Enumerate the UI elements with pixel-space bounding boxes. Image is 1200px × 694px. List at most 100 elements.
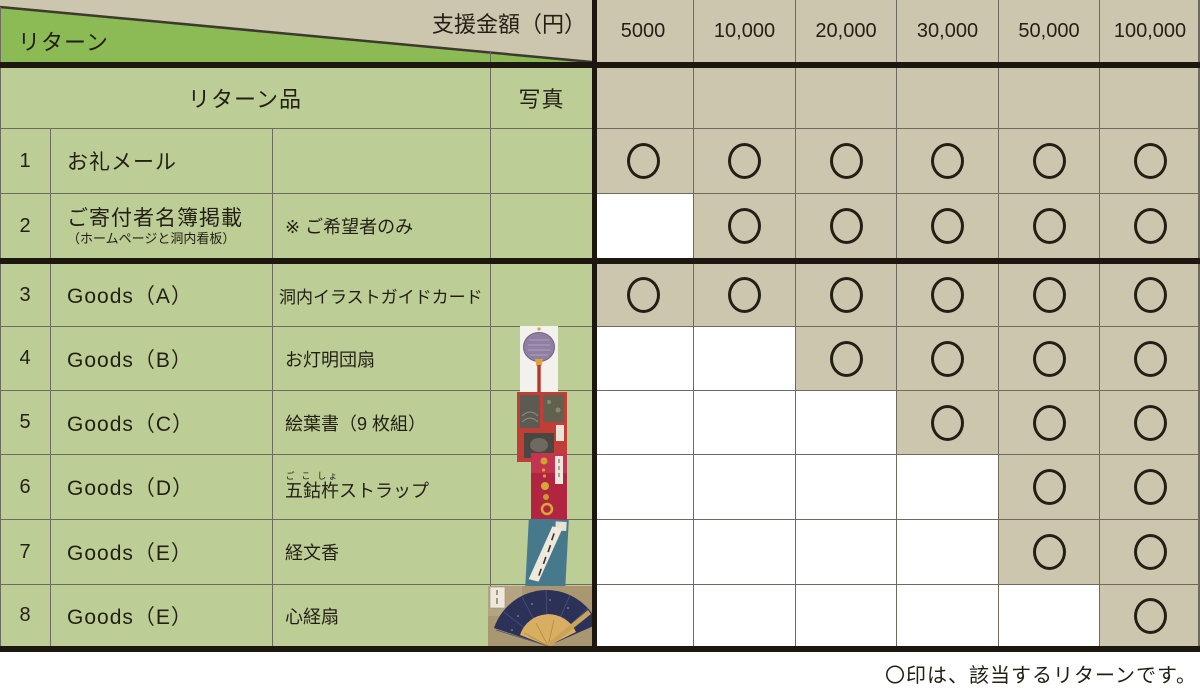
circle-mark-icon bbox=[728, 143, 761, 179]
circle-mark-icon bbox=[626, 277, 660, 313]
support-mark-cell bbox=[592, 194, 693, 258]
support-mark-cell bbox=[693, 264, 795, 326]
row-left-background bbox=[0, 455, 592, 519]
thick-rule-vertical bbox=[592, 0, 597, 652]
amount-header-spacer bbox=[896, 68, 998, 128]
support-mark-cell bbox=[896, 391, 998, 454]
item-name: Goods（A） bbox=[50, 264, 272, 326]
thick-rule-header bbox=[0, 62, 1200, 68]
support-mark-cell bbox=[693, 391, 795, 454]
support-mark-cell bbox=[795, 129, 896, 193]
support-mark-cell bbox=[795, 585, 896, 646]
item-name: ご寄付者名簿掲載 （ホームページと洞内看板） bbox=[50, 194, 272, 258]
row-left-background bbox=[0, 520, 592, 584]
circle-mark-icon bbox=[931, 277, 964, 313]
row-left-background bbox=[0, 194, 592, 258]
circle-mark-icon bbox=[1032, 534, 1066, 570]
table-left-edge bbox=[0, 7, 1, 646]
photo-cell bbox=[490, 326, 592, 401]
item-name-lines: ご寄付者名簿掲載 （ホームページと洞内看板） bbox=[67, 206, 243, 247]
amount-column-header: 20,000 bbox=[795, 0, 896, 62]
support-mark-cell bbox=[896, 455, 998, 519]
support-mark-cell bbox=[592, 391, 693, 454]
row-number: 6 bbox=[19, 475, 31, 498]
circle-mark-icon bbox=[931, 208, 964, 244]
support-mark-cell bbox=[1099, 194, 1200, 258]
item-description: 洞内イラストガイドカード bbox=[272, 264, 490, 326]
support-mark-cell bbox=[998, 455, 1099, 519]
circle-mark-icon bbox=[1032, 208, 1066, 244]
circle-mark-icon bbox=[728, 277, 761, 313]
support-mark-cell bbox=[693, 520, 795, 584]
circle-mark-icon bbox=[1133, 534, 1167, 570]
photo-cell bbox=[490, 264, 592, 326]
returns-axis-label: リターン bbox=[18, 30, 109, 55]
amount-column-header: 30,000 bbox=[896, 0, 998, 62]
row-left-background bbox=[0, 264, 592, 326]
row-left-background bbox=[0, 129, 592, 193]
circle-mark-icon bbox=[1133, 404, 1167, 441]
circle-mark-icon bbox=[829, 340, 863, 377]
header-diagonal-band: リターン 支援金額（円） bbox=[0, 0, 592, 62]
vajra-strap-photo bbox=[531, 453, 567, 523]
circle-mark-icon bbox=[1032, 143, 1066, 179]
item-description: お灯明団扇 bbox=[272, 327, 490, 390]
item-description: 五鈷杵ご こ しょストラップ bbox=[272, 455, 490, 519]
circle-mark-icon bbox=[728, 208, 761, 244]
table-row: 6 Goods（D） 五鈷杵ご こ しょストラップ bbox=[0, 453, 1200, 523]
row-number: 3 bbox=[19, 283, 31, 306]
amount-column-header: 50,000 bbox=[998, 0, 1099, 62]
row-number: 8 bbox=[19, 604, 31, 626]
sutra-incense-photo bbox=[525, 519, 569, 589]
support-mark-cell bbox=[998, 327, 1099, 390]
amount-header-spacer bbox=[998, 68, 1099, 128]
table-row: 7 Goods（E） 経文香 bbox=[0, 519, 1200, 589]
item-description-ruby: 五鈷杵ご こ しょストラップ bbox=[285, 471, 429, 501]
item-name: Goods（D） bbox=[50, 455, 272, 519]
support-mark-cell bbox=[1099, 129, 1200, 193]
support-mark-cell bbox=[592, 520, 693, 584]
support-mark-cell bbox=[795, 520, 896, 584]
photo-cell bbox=[488, 585, 593, 650]
item-name-main: ご寄付者名簿掲載 bbox=[67, 206, 243, 230]
item-name: Goods（B） bbox=[50, 327, 272, 390]
amount-header-spacer bbox=[1099, 68, 1200, 128]
support-mark-cell bbox=[592, 327, 693, 390]
support-mark-cell bbox=[998, 194, 1099, 258]
row-number: 2 bbox=[19, 214, 31, 237]
amount-column-header: 100,000 bbox=[1099, 0, 1200, 62]
circle-mark-icon bbox=[1032, 340, 1066, 377]
item-name: Goods（E） bbox=[50, 520, 272, 584]
support-mark-cell bbox=[1099, 327, 1200, 390]
support-mark-cell bbox=[693, 194, 795, 258]
circle-mark-icon bbox=[931, 404, 964, 441]
item-description: 心経扇 bbox=[272, 585, 490, 646]
support-mark-cell bbox=[896, 264, 998, 326]
support-mark-cell bbox=[998, 520, 1099, 584]
circle-mark-icon bbox=[829, 277, 863, 313]
support-mark-cell bbox=[896, 327, 998, 390]
support-mark-cell bbox=[1099, 455, 1200, 519]
support-mark-cell bbox=[1099, 585, 1200, 646]
table-row: 2 ご寄付者名簿掲載 （ホームページと洞内看板） ※ ご希望者のみ bbox=[0, 193, 1200, 258]
support-mark-cell bbox=[795, 327, 896, 390]
circle-mark-icon bbox=[1133, 208, 1167, 244]
support-mark-cell bbox=[592, 129, 693, 193]
support-mark-cell bbox=[896, 129, 998, 193]
support-mark-cell bbox=[693, 455, 795, 519]
support-mark-cell bbox=[795, 391, 896, 454]
circle-mark-icon bbox=[829, 143, 863, 179]
column-tick bbox=[490, 52, 491, 62]
support-mark-cell bbox=[998, 129, 1099, 193]
thick-rule-bottom bbox=[0, 646, 1200, 652]
support-mark-cell bbox=[1099, 520, 1200, 584]
item-name-sub: （ホームページと洞内看板） bbox=[67, 230, 236, 246]
row-number: 1 bbox=[19, 149, 31, 172]
row-number: 4 bbox=[19, 347, 31, 369]
support-mark-cell bbox=[998, 264, 1099, 326]
support-mark-cell bbox=[592, 455, 693, 519]
table-row: 4 Goods（B） お灯明団扇 bbox=[0, 326, 1200, 401]
amount-header-spacer bbox=[795, 68, 896, 128]
circle-mark-icon bbox=[829, 208, 863, 244]
circle-mark-icon bbox=[1133, 597, 1167, 634]
